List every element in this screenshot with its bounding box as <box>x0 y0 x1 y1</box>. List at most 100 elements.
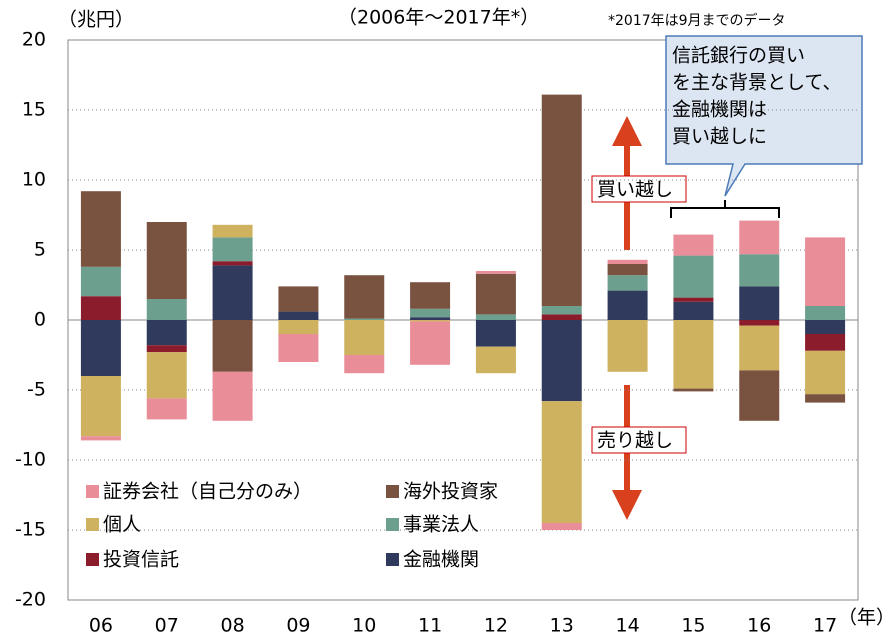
bar-segment <box>805 350 846 395</box>
x-tick-label: 16 <box>747 615 771 637</box>
y-tick-label: 10 <box>22 169 46 191</box>
bar-segment <box>541 306 582 315</box>
callout-text: 信託銀行の買い <box>672 45 805 67</box>
bar-segment <box>541 320 582 402</box>
y-tick-label: -10 <box>15 449 46 471</box>
y-tick-label: 5 <box>34 239 46 261</box>
bar-segment <box>739 254 780 287</box>
bar-segment <box>541 94 582 306</box>
bar-segment <box>410 317 451 320</box>
bar-segment <box>80 320 121 376</box>
x-tick-label: 08 <box>220 615 244 637</box>
legend-swatch <box>86 553 99 566</box>
legend-swatch <box>386 485 399 498</box>
y-unit: （兆円） <box>58 9 134 31</box>
bar-segment <box>673 301 714 320</box>
buy-box <box>591 175 687 203</box>
bar-segment <box>212 265 253 320</box>
bar-segment <box>212 261 253 266</box>
y-tick-label: 20 <box>22 29 46 51</box>
bar-segment <box>475 346 516 374</box>
chart-title: （2006年～2017年*） <box>338 7 539 29</box>
bar-segment <box>475 314 516 320</box>
buy-label: 買い越し <box>597 179 673 201</box>
x-tick-label: 12 <box>484 615 508 637</box>
legend-swatch <box>386 518 399 531</box>
callout-text: 買い越しに <box>672 126 767 148</box>
bar-segment <box>607 320 648 372</box>
bar-segment <box>344 355 385 374</box>
bar-segment <box>673 297 714 302</box>
bar-segment <box>344 275 385 319</box>
y-tick-label: -5 <box>27 379 46 401</box>
bar-segment <box>80 296 121 320</box>
bar-segment <box>80 266 121 297</box>
bar-segment <box>278 286 319 312</box>
bar-segment <box>739 320 780 326</box>
bar-segment <box>805 320 846 334</box>
bar-segment <box>607 290 648 320</box>
x-tick-label: 14 <box>615 615 639 637</box>
x-tick-label: 06 <box>89 615 113 637</box>
x-tick-label: 07 <box>155 615 179 637</box>
bar-segment <box>673 255 714 298</box>
bar-segment <box>212 224 253 238</box>
bar-segment <box>80 191 121 267</box>
legend-swatch <box>86 485 99 498</box>
bar-segment <box>80 376 121 437</box>
y-tick-label: 15 <box>22 99 46 121</box>
y-tick-label: -20 <box>15 589 46 611</box>
legend-label: 事業法人 <box>403 514 479 536</box>
bar-segment <box>410 321 451 365</box>
legend-label: 金融機関 <box>403 549 479 571</box>
bar-segment <box>739 220 780 255</box>
sell-label: 売り越し <box>597 430 673 452</box>
bar-segment <box>805 306 846 320</box>
bar-segment <box>146 345 187 353</box>
bar-segment <box>607 264 648 276</box>
bar-segment <box>607 259 648 264</box>
legend-label: 個人 <box>103 514 141 536</box>
bar-segment <box>278 334 319 362</box>
bar-segment <box>278 320 319 334</box>
bar-segment <box>344 318 385 320</box>
bar-segment <box>410 282 451 309</box>
bar-segment <box>475 271 516 274</box>
bar-segment <box>805 394 846 403</box>
note: *2017年は9月までのデータ <box>608 12 786 29</box>
bar-segment <box>146 320 187 346</box>
bar-segment <box>212 371 253 421</box>
x-tick-label: 17 <box>813 615 837 637</box>
legend-label: 海外投資家 <box>403 481 498 503</box>
bar-segment <box>212 320 253 372</box>
bar-segment <box>673 388 714 392</box>
bar-segment <box>344 320 385 355</box>
x-tick-label: 11 <box>418 615 442 637</box>
x-tick-label: 09 <box>286 615 310 637</box>
bar-segment <box>673 234 714 256</box>
x-tick-label: 13 <box>550 615 574 637</box>
bar-segment <box>80 436 121 441</box>
bar-segment <box>541 401 582 523</box>
x-tick-label: 15 <box>681 615 705 637</box>
bar-segment <box>146 352 187 399</box>
bar-segment <box>475 273 516 315</box>
bar-segment <box>739 370 780 421</box>
legend-swatch <box>86 518 99 531</box>
legend-label: 証券会社（自己分のみ） <box>103 481 312 503</box>
bar-segment <box>805 334 846 351</box>
bar-segment <box>673 320 714 389</box>
bar-segment <box>146 299 187 320</box>
bar-segment <box>278 311 319 320</box>
legend-label: 投資信託 <box>103 549 179 571</box>
sell-box <box>591 426 687 454</box>
bar-segment <box>805 237 846 306</box>
bar-segment <box>410 308 451 318</box>
x-unit: （年） <box>838 607 891 629</box>
bar-segment <box>739 325 780 371</box>
legend-swatch <box>386 553 399 566</box>
bar-segment <box>739 286 780 320</box>
bar-segment <box>541 314 582 320</box>
bar-segment <box>146 222 187 299</box>
